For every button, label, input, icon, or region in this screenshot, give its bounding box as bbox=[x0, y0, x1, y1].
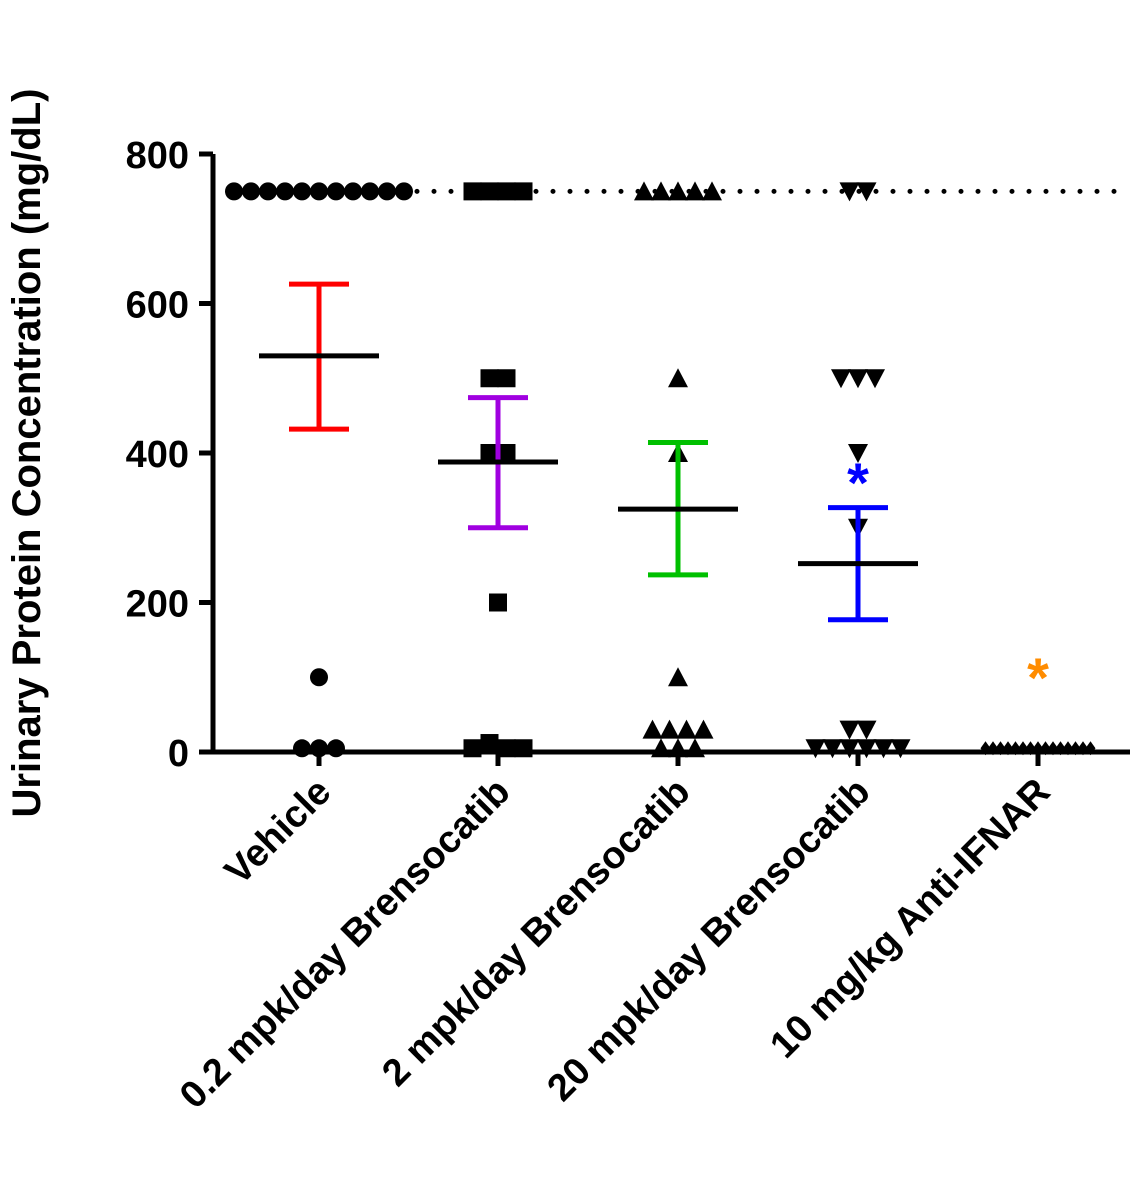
data-point bbox=[856, 182, 877, 202]
data-point bbox=[822, 739, 843, 759]
data-point bbox=[1070, 741, 1081, 756]
data-point bbox=[293, 182, 311, 201]
data-point bbox=[327, 739, 345, 758]
data-point bbox=[1010, 741, 1021, 756]
data-point bbox=[463, 739, 482, 758]
data-point bbox=[1040, 741, 1051, 756]
data-point bbox=[361, 182, 379, 201]
data-point bbox=[514, 739, 533, 758]
data-point bbox=[344, 182, 362, 201]
data-point bbox=[873, 739, 894, 759]
data-point bbox=[497, 182, 516, 201]
data-point bbox=[839, 720, 860, 740]
data-point bbox=[805, 739, 826, 759]
data-point bbox=[1055, 741, 1066, 756]
data-point bbox=[693, 719, 714, 739]
data-point bbox=[1048, 741, 1058, 756]
data-point bbox=[651, 181, 671, 201]
data-point bbox=[463, 182, 482, 201]
data-point bbox=[395, 182, 413, 201]
data-point bbox=[1033, 741, 1043, 756]
data-point bbox=[480, 182, 499, 201]
data-point bbox=[1085, 741, 1096, 756]
data-point bbox=[327, 182, 345, 201]
data-point bbox=[497, 739, 516, 758]
y-tick-label: 800 bbox=[126, 135, 189, 177]
data-point bbox=[310, 739, 328, 758]
y-tick-label: 200 bbox=[126, 584, 189, 626]
data-point bbox=[676, 719, 697, 739]
data-point bbox=[668, 181, 688, 201]
y-tick-label: 0 bbox=[168, 733, 189, 775]
data-point bbox=[1063, 741, 1073, 756]
data-point bbox=[480, 734, 499, 753]
data-point bbox=[831, 369, 851, 389]
data-point bbox=[865, 369, 885, 389]
data-point bbox=[489, 593, 507, 612]
data-point bbox=[668, 368, 688, 388]
data-point bbox=[1003, 741, 1013, 756]
y-tick-label: 600 bbox=[126, 285, 189, 327]
significance-asterisk: * bbox=[847, 451, 869, 514]
data-point bbox=[848, 444, 868, 463]
data-point bbox=[651, 738, 671, 758]
y-axis-label: Urinary Protein Concentration (mg/dL) bbox=[5, 89, 49, 818]
x-tick-label: 20 mpk/day Brensocatib bbox=[540, 771, 879, 1110]
data-point bbox=[480, 369, 499, 388]
data-point bbox=[890, 739, 911, 759]
data-point bbox=[668, 667, 688, 687]
data-point bbox=[259, 182, 277, 201]
data-point bbox=[1018, 741, 1028, 756]
data-point bbox=[310, 668, 328, 687]
data-point bbox=[634, 181, 654, 201]
data-point bbox=[497, 444, 516, 462]
data-point bbox=[980, 741, 991, 756]
data-point bbox=[702, 181, 722, 201]
data-point bbox=[988, 741, 998, 756]
data-point bbox=[242, 182, 260, 201]
data-point bbox=[1025, 741, 1036, 756]
data-point bbox=[685, 181, 705, 201]
data-point bbox=[685, 738, 705, 758]
data-point bbox=[839, 739, 860, 759]
x-tick-label: Vehicle bbox=[217, 771, 339, 893]
data-point bbox=[995, 741, 1006, 756]
data-point bbox=[856, 739, 877, 759]
data-point bbox=[310, 182, 328, 201]
data-point bbox=[497, 369, 516, 388]
data-point bbox=[668, 738, 688, 758]
x-tick-label: 2 mpk/day Brensocatib bbox=[374, 771, 698, 1095]
data-point bbox=[225, 182, 243, 201]
data-point bbox=[480, 444, 499, 462]
y-tick-label: 400 bbox=[126, 434, 189, 476]
data-point bbox=[378, 182, 396, 201]
data-point bbox=[659, 719, 680, 739]
data-point bbox=[514, 182, 533, 201]
data-point bbox=[642, 719, 663, 739]
significance-asterisk: * bbox=[1027, 646, 1049, 709]
data-point bbox=[839, 182, 860, 202]
data-point bbox=[848, 369, 868, 389]
x-tick-label: 0.2 mpk/day Brensocatib bbox=[172, 771, 518, 1117]
data-point bbox=[856, 720, 877, 740]
data-point bbox=[276, 182, 294, 201]
data-point bbox=[1078, 741, 1088, 756]
data-point bbox=[293, 739, 311, 758]
